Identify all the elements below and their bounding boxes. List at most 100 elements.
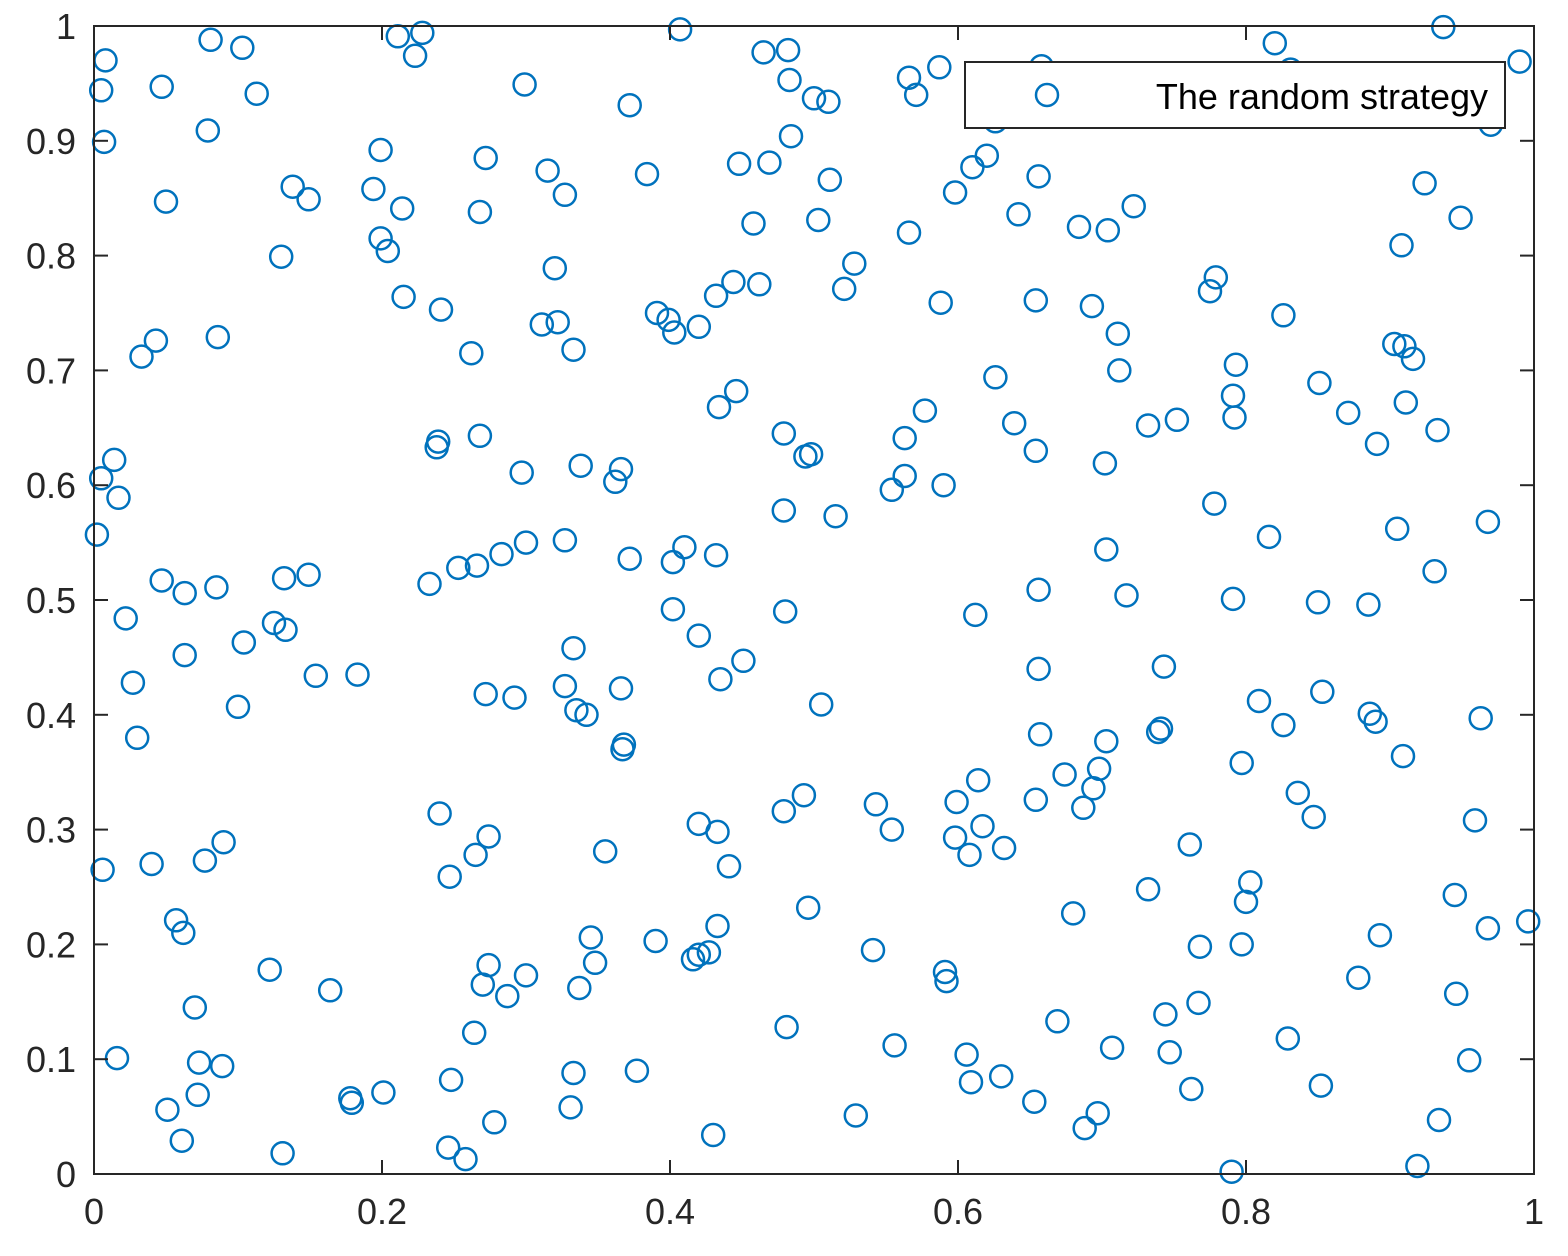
data-point [552, 673, 578, 699]
data-point [942, 825, 968, 850]
data-point [817, 167, 843, 193]
data-point [143, 328, 169, 353]
data-point [1107, 358, 1132, 383]
data-point [268, 244, 294, 269]
data-point [1066, 214, 1092, 240]
data-point [942, 180, 968, 205]
data-point [1364, 431, 1390, 457]
data-point [1186, 990, 1211, 1016]
data-point [257, 957, 282, 982]
data-point [389, 196, 415, 221]
data-point [974, 143, 1000, 168]
data-point [345, 662, 370, 687]
data-point [1310, 679, 1335, 705]
data-point [113, 606, 138, 631]
data-point [1246, 688, 1272, 714]
data-point [771, 421, 797, 446]
data-point [771, 798, 797, 824]
data-point [270, 1141, 295, 1166]
data-point [705, 819, 730, 845]
data-point [703, 542, 729, 568]
x-tick-label: 0.6 [933, 1191, 983, 1232]
data-point [932, 959, 958, 985]
data-point [368, 137, 393, 163]
data-point [1081, 776, 1106, 801]
data-point [361, 176, 386, 202]
data-point [1390, 743, 1416, 769]
data-point [473, 681, 498, 707]
data-point [568, 453, 593, 478]
data-point [775, 37, 801, 63]
x-tick-label: 0.8 [1221, 1191, 1271, 1232]
data-point [703, 283, 729, 309]
data-point [912, 398, 938, 423]
data-point [459, 340, 484, 366]
data-point [368, 226, 393, 251]
data-point [1219, 1159, 1244, 1184]
data-point [1305, 590, 1331, 615]
data-point [1151, 654, 1177, 679]
data-point [402, 43, 428, 69]
data-point [896, 65, 922, 90]
data-point [892, 463, 917, 489]
data-point [1412, 171, 1437, 196]
data-point [1356, 592, 1381, 617]
data-point [244, 81, 269, 106]
data-point [1335, 400, 1361, 426]
data-point [603, 469, 628, 495]
data-point [771, 498, 797, 523]
data-point [1363, 709, 1388, 734]
data-point [716, 854, 742, 879]
data-point [1177, 832, 1203, 857]
data-point [892, 425, 917, 451]
data-point [280, 174, 305, 199]
data-point [101, 447, 127, 473]
data-point [375, 238, 401, 264]
data-point [721, 269, 746, 295]
data-point [798, 441, 824, 467]
data-point [879, 477, 905, 503]
data-point [1468, 705, 1493, 731]
data-point [1405, 1153, 1430, 1179]
data-point [271, 565, 297, 591]
data-point [777, 67, 802, 93]
data-point [1475, 916, 1501, 941]
data-point [461, 1020, 487, 1046]
data-point [1275, 1026, 1301, 1051]
data-point [843, 1103, 869, 1128]
data-point [561, 337, 586, 362]
data-point [502, 685, 527, 710]
data-point [624, 1058, 650, 1083]
data-point [149, 568, 174, 593]
data-point [1114, 583, 1139, 608]
data-point [903, 82, 929, 108]
data-point [896, 220, 922, 245]
data-point [795, 895, 821, 920]
data-point [209, 1053, 235, 1079]
data-point [192, 848, 218, 873]
data-point [791, 782, 817, 808]
data-point [1475, 509, 1501, 535]
data-point [726, 151, 752, 177]
data-point [708, 666, 733, 692]
data-point [464, 553, 490, 578]
data-point [417, 571, 442, 597]
data-point [1187, 934, 1213, 959]
data-point [139, 851, 164, 877]
data-point [879, 817, 905, 842]
y-tick-label: 0.7 [26, 350, 76, 391]
data-point [1085, 1100, 1110, 1126]
data-point [1197, 278, 1223, 304]
data-point [988, 1064, 1014, 1089]
data-point [801, 86, 827, 111]
data-point [427, 801, 452, 826]
data-point [680, 947, 706, 972]
data-point [339, 1090, 365, 1116]
data-point [1384, 516, 1410, 542]
data-point [467, 423, 493, 449]
data-point [1389, 233, 1414, 258]
data-point [696, 940, 722, 965]
data-point [686, 314, 712, 340]
data-point [195, 118, 221, 143]
